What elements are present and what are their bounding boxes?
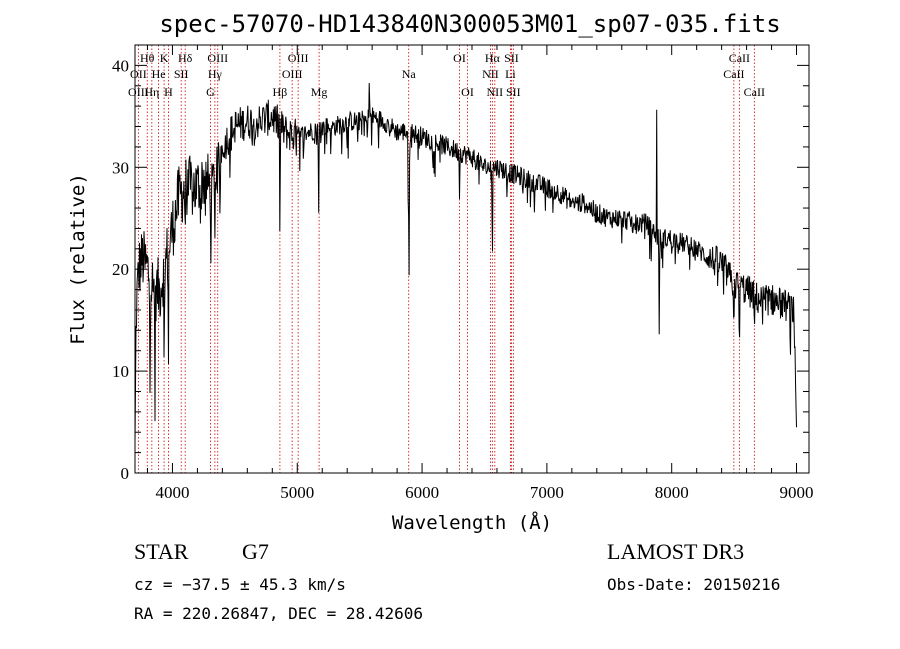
axis-ticks xyxy=(135,44,809,474)
spectral-line-label: H xyxy=(164,85,173,99)
spectral-line-label: Hη xyxy=(144,85,159,99)
spectral-line-label: Hγ xyxy=(208,67,223,81)
x-tick-label: 8000 xyxy=(655,483,689,502)
object-subclass: G7 xyxy=(242,539,269,564)
x-tick-label: 4000 xyxy=(155,483,189,502)
y-tick-label: 20 xyxy=(112,260,129,279)
redshift-velocity: cz = −37.5 ± 45.3 km/s xyxy=(134,575,346,594)
spectral-line-label: OIII xyxy=(288,51,309,65)
spectral-line-label: NII xyxy=(487,85,504,99)
spectrum-line xyxy=(134,82,797,443)
y-tick-label: 30 xyxy=(112,158,129,177)
spectral-line-label: Na xyxy=(402,67,417,81)
coordinates: RA = 220.26847, DEC = 28.42606 xyxy=(134,604,423,623)
spectral-line-label: Hβ xyxy=(273,85,288,99)
y-tick-label: 0 xyxy=(121,464,130,483)
spectral-line-label: Hα xyxy=(485,51,501,65)
observation-date: Obs-Date: 20150216 xyxy=(607,575,780,594)
spectral-line-label: NII xyxy=(482,67,499,81)
x-tick-label: 6000 xyxy=(405,483,439,502)
spectral-line-label: SII xyxy=(504,51,519,65)
survey-name: LAMOST DR3 xyxy=(607,539,744,564)
spectral-line-label: Li xyxy=(505,67,516,81)
spectral-line-markers xyxy=(137,45,755,473)
spectral-line-label: Hθ xyxy=(140,51,155,65)
spectral-line-label: He xyxy=(152,67,166,81)
spectral-line-label: CaII xyxy=(744,85,765,99)
spectral-line-label: SII xyxy=(506,85,521,99)
y-tick-label: 10 xyxy=(112,362,129,381)
y-tick-label: 40 xyxy=(112,56,129,75)
spectral-line-label: G xyxy=(206,85,215,99)
spectral-line-label: CaII xyxy=(729,51,750,65)
y-axis-label: Flux (relative) xyxy=(67,173,89,345)
spectral-line-label: OI xyxy=(453,51,466,65)
x-tick-label: 9000 xyxy=(780,483,814,502)
x-tick-label: 5000 xyxy=(280,483,314,502)
spectral-line-label: SII xyxy=(174,67,189,81)
spectral-line-label: CaII xyxy=(723,67,744,81)
spectral-line-label: OI xyxy=(461,85,474,99)
x-tick-label: 7000 xyxy=(530,483,564,502)
spectral-line-label: OIII xyxy=(128,85,149,99)
spectral-line-label: Hδ xyxy=(178,51,193,65)
spectral-line-label: Mg xyxy=(311,85,328,99)
x-axis-label: Wavelength (Å) xyxy=(392,511,552,534)
spectral-line-label: OIII xyxy=(207,51,228,65)
spectral-line-label: K xyxy=(160,51,169,65)
object-class: STAR xyxy=(134,539,189,564)
spectral-line-label: OIII xyxy=(282,67,303,81)
axis-tick-labels: 4000 5000 6000 7000 8000 9000 0 10 20 30 40 xyxy=(112,56,814,502)
chart-title: spec-57070-HD143840N300053M01_sp07-035.f… xyxy=(159,10,780,38)
spectral-line-label: OII xyxy=(130,67,147,81)
